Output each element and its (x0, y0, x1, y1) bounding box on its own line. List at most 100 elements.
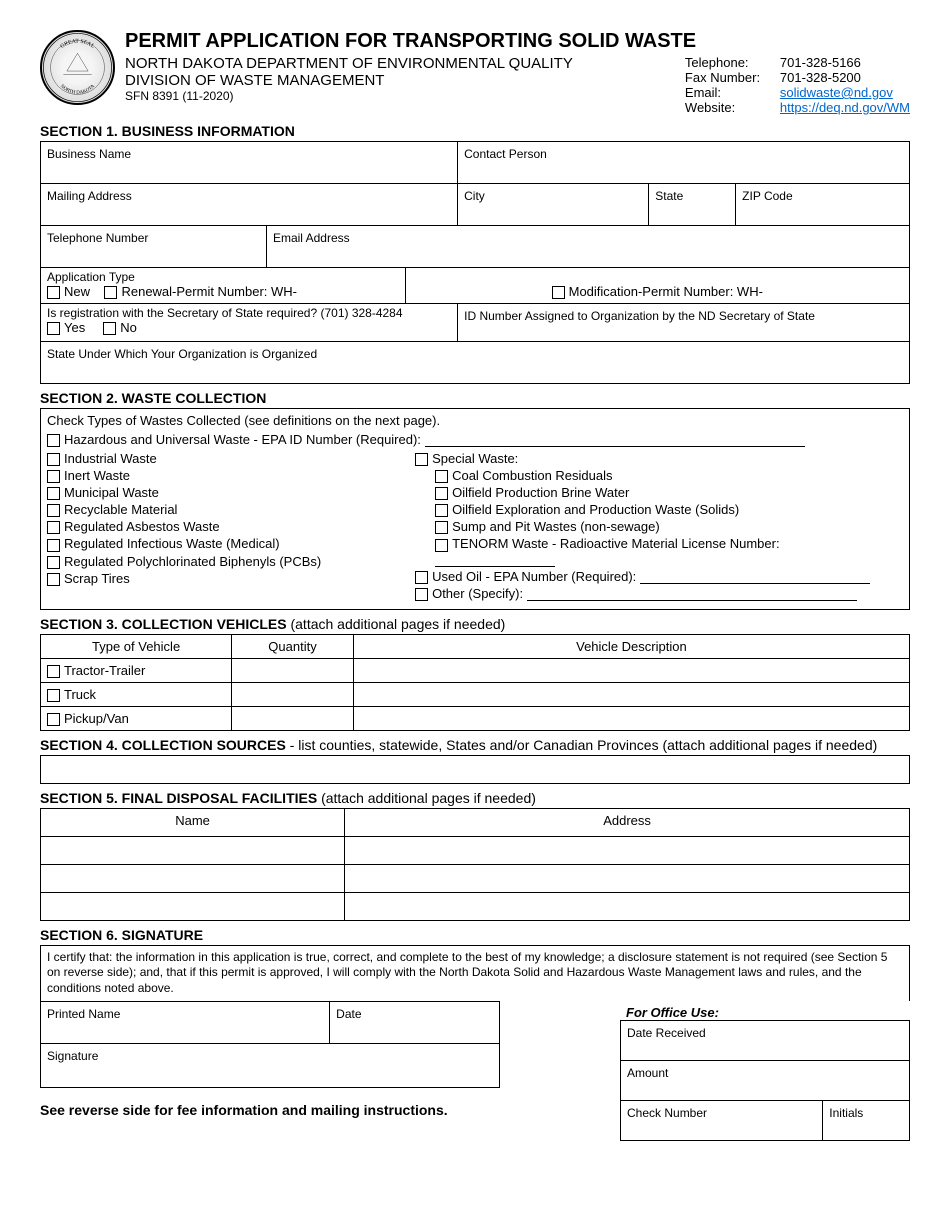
contact-info-block: Telephone:701-328-5166 Fax Number:701-32… (685, 55, 910, 115)
vehicle-checkbox[interactable] (47, 665, 60, 678)
fax-value: 701-328-5200 (780, 70, 861, 85)
yes-checkbox[interactable] (47, 322, 60, 335)
desc-cell[interactable] (353, 658, 909, 682)
check-number-label: Check Number (627, 1106, 707, 1120)
waste-checkbox[interactable] (415, 588, 428, 601)
waste-label: Industrial Waste (64, 451, 157, 466)
qty-cell[interactable] (232, 682, 354, 706)
waste-checkbox[interactable] (435, 539, 448, 552)
waste-checkbox[interactable] (435, 487, 448, 500)
waste-label: Used Oil - EPA Number (Required): (432, 569, 636, 584)
disposal-addr-cell[interactable] (345, 864, 910, 892)
section6-title: SECTION 6. SIGNATURE (40, 927, 910, 943)
form-title: PERMIT APPLICATION FOR TRANSPORTING SOLI… (125, 30, 910, 53)
disposal-name-cell[interactable] (41, 864, 345, 892)
desc-cell[interactable] (353, 706, 909, 730)
waste-checkbox[interactable] (415, 571, 428, 584)
website-label: Website: (685, 100, 780, 115)
renewal-checkbox[interactable] (104, 286, 117, 299)
section1-table: Business Name Contact Person Mailing Add… (40, 141, 910, 384)
section2-table: Check Types of Wastes Collected (see def… (40, 408, 910, 610)
disposal-name-cell[interactable] (41, 892, 345, 920)
svg-text:GREAT SEAL: GREAT SEAL (60, 38, 96, 50)
telephone-value: 701-328-5166 (780, 55, 861, 70)
date-label: Date (336, 1007, 361, 1021)
sources-cell[interactable] (41, 755, 910, 783)
office-use-table: Date Received Amount Check Number Initia… (620, 1020, 910, 1141)
form-header: GREAT SEAL NORTH DAKOTA PERMIT APPLICATI… (40, 30, 910, 115)
waste-label: Oilfield Production Brine Water (452, 485, 629, 500)
fax-label: Fax Number: (685, 70, 780, 85)
waste-label: TENORM Waste - Radioactive Material Lice… (452, 536, 780, 551)
disposal-table: Name Address (40, 808, 910, 921)
email-label: Email: (685, 85, 780, 100)
new-checkbox[interactable] (47, 286, 60, 299)
modification-checkbox[interactable] (552, 286, 565, 299)
email-address-label: Email Address (273, 231, 350, 245)
state-seal-icon: GREAT SEAL NORTH DAKOTA (40, 30, 115, 105)
waste-checkbox[interactable] (47, 487, 60, 500)
initials-label: Initials (829, 1106, 863, 1120)
waste-checkbox[interactable] (435, 470, 448, 483)
state-label: State (655, 189, 683, 203)
waste-label: Regulated Infectious Waste (Medical) (64, 536, 280, 551)
qty-cell[interactable] (232, 658, 354, 682)
contact-person-label: Contact Person (464, 147, 547, 161)
desc-cell[interactable] (353, 682, 909, 706)
vehicle-type: Pickup/Van (64, 711, 129, 726)
col-name-header: Name (41, 808, 345, 836)
section4-title: SECTION 4. COLLECTION SOURCES - list cou… (40, 737, 910, 753)
disposal-addr-cell[interactable] (345, 892, 910, 920)
modification-label: Modification-Permit Number: WH- (569, 284, 763, 299)
vehicle-checkbox[interactable] (47, 689, 60, 702)
waste-checkbox[interactable] (47, 573, 60, 586)
no-label: No (120, 320, 137, 335)
section3-title: SECTION 3. COLLECTION VEHICLES (attach a… (40, 616, 910, 632)
footer-note: See reverse side for fee information and… (40, 1102, 500, 1118)
business-name-label: Business Name (47, 147, 131, 161)
office-use-title: For Office Use: (626, 1005, 719, 1020)
amount-label: Amount (627, 1066, 668, 1080)
hazardous-checkbox[interactable] (47, 434, 60, 447)
website-link[interactable]: https://deq.nd.gov/WM (780, 100, 910, 115)
col-addr-header: Address (345, 808, 910, 836)
waste-checkbox[interactable] (435, 521, 448, 534)
waste-label: Inert Waste (64, 468, 130, 483)
renewal-label: Renewal-Permit Number: WH- (121, 284, 297, 299)
disposal-addr-cell[interactable] (345, 836, 910, 864)
vehicle-checkbox[interactable] (47, 713, 60, 726)
waste-label: Coal Combustion Residuals (452, 468, 612, 483)
city-label: City (464, 189, 485, 203)
email-link[interactable]: solidwaste@nd.gov (780, 85, 893, 100)
signature-table: Printed Name Date Signature (40, 1001, 500, 1088)
waste-label: Regulated Asbestos Waste (64, 519, 220, 534)
waste-checkbox[interactable] (47, 521, 60, 534)
waste-label: Municipal Waste (64, 485, 159, 500)
date-received-label: Date Received (627, 1026, 706, 1040)
no-checkbox[interactable] (103, 322, 116, 335)
col-qty-header: Quantity (232, 634, 354, 658)
new-label: New (64, 284, 90, 299)
waste-label: Scrap Tires (64, 571, 130, 586)
vehicle-type: Truck (64, 687, 96, 702)
waste-checkbox[interactable] (47, 453, 60, 466)
waste-checkbox[interactable] (47, 539, 60, 552)
department-name: NORTH DAKOTA DEPARTMENT OF ENVIRONMENTAL… (125, 55, 573, 72)
yes-label: Yes (64, 320, 85, 335)
disposal-name-cell[interactable] (41, 836, 345, 864)
hazardous-label: Hazardous and Universal Waste - EPA ID N… (64, 432, 421, 447)
special-waste-checkbox[interactable] (415, 453, 428, 466)
printed-name-label: Printed Name (47, 1007, 120, 1021)
certification-text: I certify that: the information in this … (40, 945, 910, 1001)
state-organized-label: State Under Which Your Organization is O… (47, 347, 317, 361)
waste-checkbox[interactable] (435, 504, 448, 517)
signature-label: Signature (47, 1049, 98, 1063)
vehicle-type: Tractor-Trailer (64, 663, 145, 678)
qty-cell[interactable] (232, 706, 354, 730)
waste-checkbox[interactable] (47, 470, 60, 483)
special-waste-label: Special Waste: (432, 451, 518, 466)
waste-checkbox[interactable] (47, 504, 60, 517)
col-type-header: Type of Vehicle (41, 634, 232, 658)
form-number: SFN 8391 (11-2020) (125, 89, 573, 103)
waste-checkbox[interactable] (47, 556, 60, 569)
